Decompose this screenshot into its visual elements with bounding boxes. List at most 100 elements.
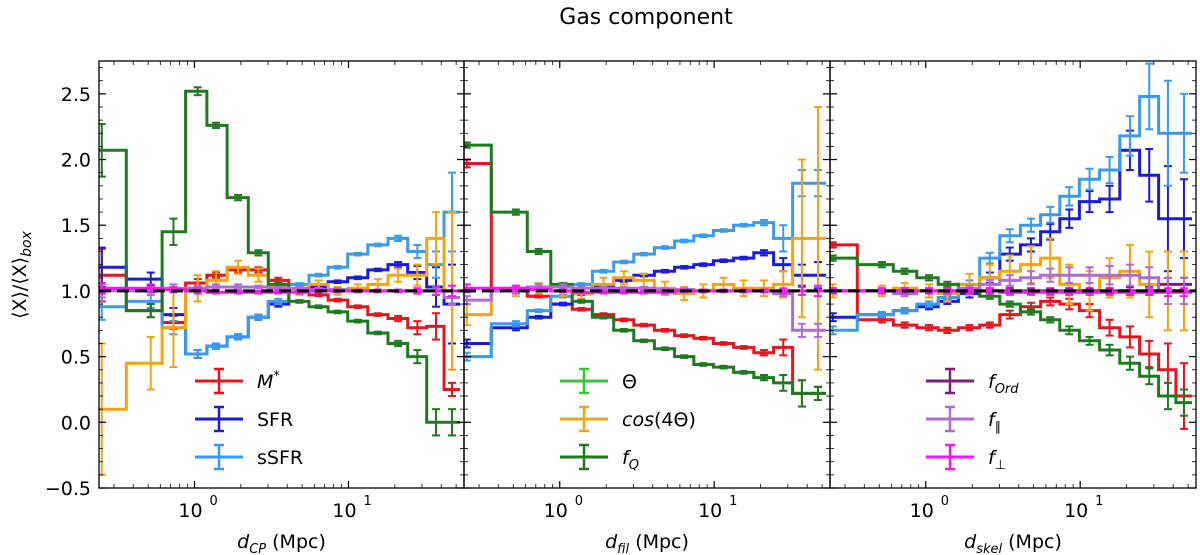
errorbar bbox=[1145, 62, 1154, 131]
errorbar bbox=[1005, 228, 1014, 244]
errorbar bbox=[577, 307, 586, 312]
series-line bbox=[99, 89, 460, 424]
errorbar bbox=[1005, 309, 1014, 320]
errorbar bbox=[534, 247, 543, 256]
errorbar bbox=[1145, 266, 1154, 290]
errorbar bbox=[1105, 318, 1114, 337]
errorbar bbox=[1005, 300, 1014, 308]
errorbar bbox=[699, 335, 708, 341]
errorbar bbox=[394, 314, 403, 323]
errorbar bbox=[1163, 79, 1172, 187]
legend-label: sSFR bbox=[257, 447, 303, 469]
errorbar bbox=[813, 385, 822, 401]
series-sSFR bbox=[99, 171, 460, 359]
errorbar bbox=[877, 310, 886, 319]
errorbar bbox=[353, 304, 362, 310]
errorbar bbox=[1046, 267, 1055, 283]
errorbar bbox=[739, 279, 748, 298]
x-tick-exponent: 0 bbox=[941, 494, 949, 509]
errorbar bbox=[295, 282, 304, 287]
errorbar bbox=[534, 293, 543, 299]
series-line bbox=[830, 273, 1192, 296]
errorbar bbox=[1065, 325, 1074, 336]
errorbar bbox=[559, 301, 568, 307]
x-tick-exponent: 1 bbox=[729, 494, 737, 509]
errorbar bbox=[295, 299, 304, 304]
series-line bbox=[464, 181, 826, 359]
errorbar bbox=[1065, 266, 1074, 285]
series-sSFR bbox=[830, 62, 1192, 336]
errorbar bbox=[759, 279, 768, 298]
x-tick-label: 10 bbox=[910, 500, 934, 522]
errorbar bbox=[353, 251, 362, 257]
legend-label: fQ bbox=[622, 447, 639, 473]
errorbar bbox=[314, 272, 323, 278]
errorbar bbox=[413, 263, 422, 287]
errorbar bbox=[719, 228, 728, 233]
figure-title: Gas component bbox=[559, 5, 733, 30]
series-line bbox=[464, 236, 826, 317]
errorbar bbox=[1179, 388, 1188, 417]
series-line bbox=[830, 95, 1192, 332]
errorbar bbox=[943, 326, 952, 334]
errorbar bbox=[432, 312, 441, 341]
errorbar bbox=[394, 261, 403, 269]
errorbar bbox=[432, 211, 441, 266]
panel-skel: 10 0 10 1 dskel (Mpc) fOrd f∥ f⊥ bbox=[829, 60, 1197, 555]
y-tick-label: 0.5 bbox=[61, 347, 91, 369]
errorbar bbox=[413, 243, 422, 260]
plot-area-cp bbox=[99, 86, 464, 476]
errorbar bbox=[1085, 167, 1094, 191]
errorbar bbox=[413, 320, 422, 336]
errorbar bbox=[314, 304, 323, 310]
errorbar bbox=[193, 86, 202, 97]
errorbar bbox=[985, 251, 994, 265]
errorbar bbox=[234, 259, 243, 275]
panel-frame bbox=[829, 60, 1197, 489]
errorbar bbox=[813, 322, 822, 338]
legend-item: SFR bbox=[195, 405, 293, 433]
errorbar bbox=[925, 324, 934, 332]
x-tick-label: 10 bbox=[1064, 500, 1088, 522]
errorbar bbox=[797, 285, 806, 296]
errorbar bbox=[900, 321, 909, 329]
errorbar bbox=[193, 349, 202, 359]
legend-item: fOrd bbox=[926, 367, 1019, 397]
errorbar bbox=[274, 297, 283, 306]
x-tick-label: 10 bbox=[178, 500, 202, 522]
errorbar bbox=[639, 251, 648, 257]
plot-area-fil bbox=[464, 105, 830, 408]
legend-label: cos(4Θ) bbox=[622, 409, 696, 431]
legend-item: f∥ bbox=[926, 405, 1001, 435]
errorbar bbox=[394, 267, 403, 283]
errorbar bbox=[1105, 155, 1114, 185]
errorbar bbox=[719, 258, 728, 264]
legend-item: Θ bbox=[560, 367, 637, 395]
errorbar bbox=[965, 324, 974, 332]
errorbar bbox=[759, 218, 768, 227]
x-tick-exponent: 1 bbox=[1095, 494, 1103, 509]
x-tick-exponent: 0 bbox=[575, 494, 583, 509]
errorbar bbox=[699, 262, 708, 267]
errorbar bbox=[680, 238, 689, 244]
errorbar bbox=[719, 364, 728, 370]
errorbar bbox=[1065, 186, 1074, 207]
errorbar bbox=[373, 312, 382, 317]
errorbar bbox=[1105, 343, 1114, 357]
errorbar bbox=[314, 292, 323, 298]
errorbar bbox=[333, 297, 342, 303]
errorbar bbox=[619, 270, 628, 286]
errorbar bbox=[943, 280, 952, 288]
errorbar bbox=[1026, 308, 1035, 316]
errorbar bbox=[1046, 316, 1055, 324]
legend-label: SFR bbox=[257, 409, 293, 431]
errorbar bbox=[779, 224, 788, 253]
legend-item: f⊥ bbox=[926, 443, 1006, 473]
errorbar bbox=[432, 408, 441, 437]
legend-item: fQ bbox=[560, 443, 639, 473]
errorbar bbox=[1085, 335, 1094, 346]
errorbar bbox=[1046, 205, 1055, 224]
errorbar bbox=[739, 222, 748, 228]
errorbar bbox=[1163, 287, 1172, 298]
